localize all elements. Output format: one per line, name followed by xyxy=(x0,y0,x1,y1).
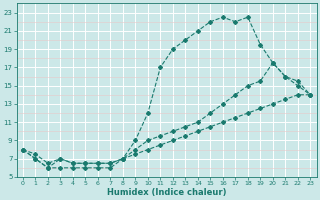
X-axis label: Humidex (Indice chaleur): Humidex (Indice chaleur) xyxy=(107,188,226,197)
